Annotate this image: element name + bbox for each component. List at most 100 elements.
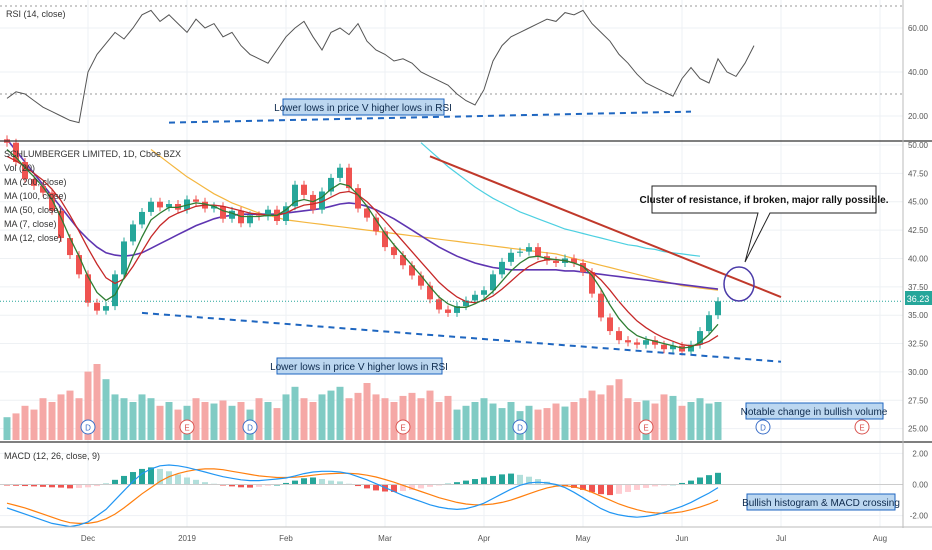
volume-bar: [606, 385, 614, 440]
volume-bar: [291, 386, 299, 440]
rsi-y-tick-label: 20.00: [908, 112, 929, 121]
price-panel: DEDEDEDEDE: [0, 135, 903, 440]
last-price-tag: 36.23: [905, 291, 932, 305]
macd-histogram-bar: [130, 472, 136, 485]
volume-bar: [120, 398, 128, 440]
price-y-tick-label: 45.00: [908, 198, 929, 207]
macd-histogram-bar: [283, 482, 289, 485]
candle-body: [490, 274, 496, 291]
macd-histogram-bar: [355, 484, 361, 487]
dividend-marker: [242, 419, 258, 435]
volume-bar: [210, 403, 218, 440]
volume-bar: [408, 392, 416, 440]
candle-body: [76, 255, 82, 275]
candle-body: [391, 247, 397, 256]
x-tick-label: Dec: [81, 534, 95, 543]
x-tick-label: Mar: [378, 534, 392, 543]
macd-histogram-bar: [247, 484, 253, 488]
rsi-callout: Lower lows in price V higher lows in RSI: [274, 98, 452, 116]
macd-histogram-bar: [481, 477, 487, 485]
event-marker-label: D: [760, 424, 766, 433]
candle-body: [229, 210, 235, 219]
volume-bar: [102, 379, 110, 440]
legend-ma200: MA (200, close): [4, 177, 67, 187]
earnings-marker: [395, 419, 411, 435]
volume-bar: [300, 398, 308, 440]
macd-histogram-bar: [688, 480, 694, 485]
candle-body: [292, 184, 298, 207]
volume-bar: [12, 413, 20, 440]
macd-histogram-bar: [292, 480, 298, 485]
candle-body: [409, 265, 415, 276]
candle-body: [697, 331, 703, 345]
candle-body: [247, 215, 253, 224]
candle-body: [112, 274, 118, 307]
candle-body: [499, 261, 505, 275]
candle-body: [139, 211, 145, 225]
price-y-tick-label: 50.00: [908, 141, 929, 150]
price-y-tick-label: 27.50: [908, 396, 929, 405]
volume-bar: [129, 402, 137, 440]
event-marker-label: E: [400, 424, 405, 433]
candle-body: [616, 331, 622, 341]
macd-histogram-bar: [58, 484, 64, 488]
price-y-tick-label: 42.50: [908, 226, 929, 235]
price-callout-text: Lower lows in price V higher lows in RSI: [270, 362, 448, 373]
volume-bar: [309, 402, 317, 440]
rsi-line: [6, 9, 755, 124]
macd-histogram-bar: [400, 484, 406, 492]
x-tick-label: Jul: [776, 534, 786, 543]
ma-12-line: [6, 155, 719, 347]
event-marker-label: E: [643, 424, 648, 433]
dividend-marker: [80, 419, 96, 435]
volume-bar: [489, 403, 497, 440]
macd-histogram-bar: [76, 484, 82, 488]
legend-ma12: MA (12, close): [4, 233, 62, 243]
macd-histogram-bar: [634, 484, 640, 490]
macd-histogram-bar: [517, 474, 523, 485]
macd-y-tick-label: 2.00: [912, 449, 928, 458]
volume-bar: [471, 402, 479, 440]
volume-bar: [498, 408, 506, 440]
volume-bar: [696, 398, 704, 440]
macd-histogram-bar: [193, 479, 199, 485]
candle-body: [436, 299, 442, 310]
candle-body: [670, 345, 676, 350]
volume-bar: [237, 402, 245, 440]
macd-histogram-bar: [67, 484, 73, 489]
macd-histogram-bar: [13, 484, 19, 486]
event-marker-label: E: [859, 424, 864, 433]
candle-body: [598, 293, 604, 318]
event-marker-label: D: [517, 424, 523, 433]
candle-body: [643, 340, 649, 345]
candle-body: [472, 294, 478, 301]
macd-histogram-bar: [301, 478, 307, 485]
volume-bar: [372, 394, 380, 440]
candle-body: [328, 177, 334, 192]
volume-bar: [579, 398, 587, 440]
candle-body: [607, 317, 613, 332]
volume-bar: [201, 402, 209, 440]
candle-body: [463, 300, 469, 307]
volume-callout-text: Notable change in bullish volume: [741, 407, 888, 418]
volume-bar: [615, 379, 623, 440]
volume-bar: [525, 405, 533, 440]
volume-bar: [678, 405, 686, 440]
macd-histogram-bar: [337, 481, 343, 485]
candle-body: [337, 167, 343, 178]
macd-histogram-bar: [319, 479, 325, 485]
candle-body: [193, 199, 199, 202]
macd-histogram-bar: [706, 475, 712, 485]
macd-histogram-bar: [499, 474, 505, 485]
macd-signal-line: [6, 468, 719, 524]
volume-bar: [264, 402, 272, 440]
event-marker-label: D: [85, 424, 91, 433]
volume-bar: [165, 402, 173, 440]
volume-bar: [21, 405, 29, 440]
candle-body: [688, 344, 694, 352]
volume-bar: [84, 371, 92, 440]
volume-bar: [3, 417, 11, 440]
candle-body: [103, 306, 109, 311]
volume-bar: [336, 386, 344, 440]
